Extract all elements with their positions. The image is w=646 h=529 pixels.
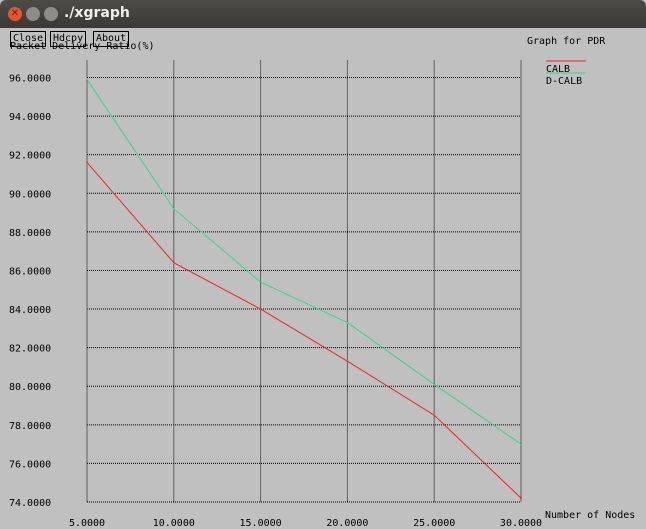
x-axis-label: Number of Nodes xyxy=(545,510,636,521)
graph-title: Graph for PDR xyxy=(527,36,606,47)
close-button[interactable]: Close xyxy=(10,31,47,47)
series-line-calb xyxy=(86,162,522,499)
x-tick-label: 15.0000 xyxy=(240,518,282,529)
y-tick-label: 96.0000 xyxy=(9,74,51,85)
x-tick-label: 30.0000 xyxy=(500,518,542,529)
window-minimize-icon[interactable] xyxy=(26,7,40,21)
x-tick-label: 10.0000 xyxy=(153,518,195,529)
hdcpy-button[interactable]: Hdcpy xyxy=(50,31,87,47)
data-point xyxy=(259,308,262,310)
data-point xyxy=(86,161,88,164)
title-bar: ✕ ./xgraph xyxy=(0,0,646,28)
y-tick-label: 80.0000 xyxy=(9,382,51,393)
y-tick-label: 78.0000 xyxy=(9,421,51,432)
series-line-d-calb xyxy=(86,79,522,445)
y-tick-label: 88.0000 xyxy=(9,228,51,239)
about-button[interactable]: About xyxy=(93,31,130,47)
x-tick-label: 5.0000 xyxy=(69,518,105,529)
x-tick-label: 20.0000 xyxy=(326,518,368,529)
data-point xyxy=(259,281,262,283)
data-point xyxy=(433,414,436,416)
y-tick-label: 94.0000 xyxy=(9,112,51,123)
y-tick-label: 90.0000 xyxy=(9,189,51,200)
data-point xyxy=(86,78,88,81)
window-close-icon[interactable]: ✕ xyxy=(8,7,22,21)
data-point xyxy=(520,497,522,499)
y-tick-label: 76.0000 xyxy=(9,459,51,470)
window-title: ./xgraph xyxy=(64,5,130,21)
y-tick-label: 86.0000 xyxy=(9,266,51,277)
legend-label: D-CALB xyxy=(546,76,582,87)
data-point xyxy=(173,207,175,210)
y-tick-label: 74.0000 xyxy=(9,498,51,509)
data-point xyxy=(433,383,436,386)
data-point xyxy=(346,321,349,324)
y-axis-label: Packet Delivery Ratio(%) xyxy=(10,41,155,52)
y-tick-label: 84.0000 xyxy=(9,305,51,316)
y-tick-label: 82.0000 xyxy=(9,344,51,355)
data-point xyxy=(520,443,522,445)
x-tick-label: 25.0000 xyxy=(413,518,455,529)
y-tick-label: 92.0000 xyxy=(9,151,51,162)
legend-label: CALB xyxy=(546,64,570,75)
window-maximize-icon[interactable] xyxy=(44,7,58,21)
data-point xyxy=(346,360,349,362)
data-point xyxy=(173,261,175,264)
